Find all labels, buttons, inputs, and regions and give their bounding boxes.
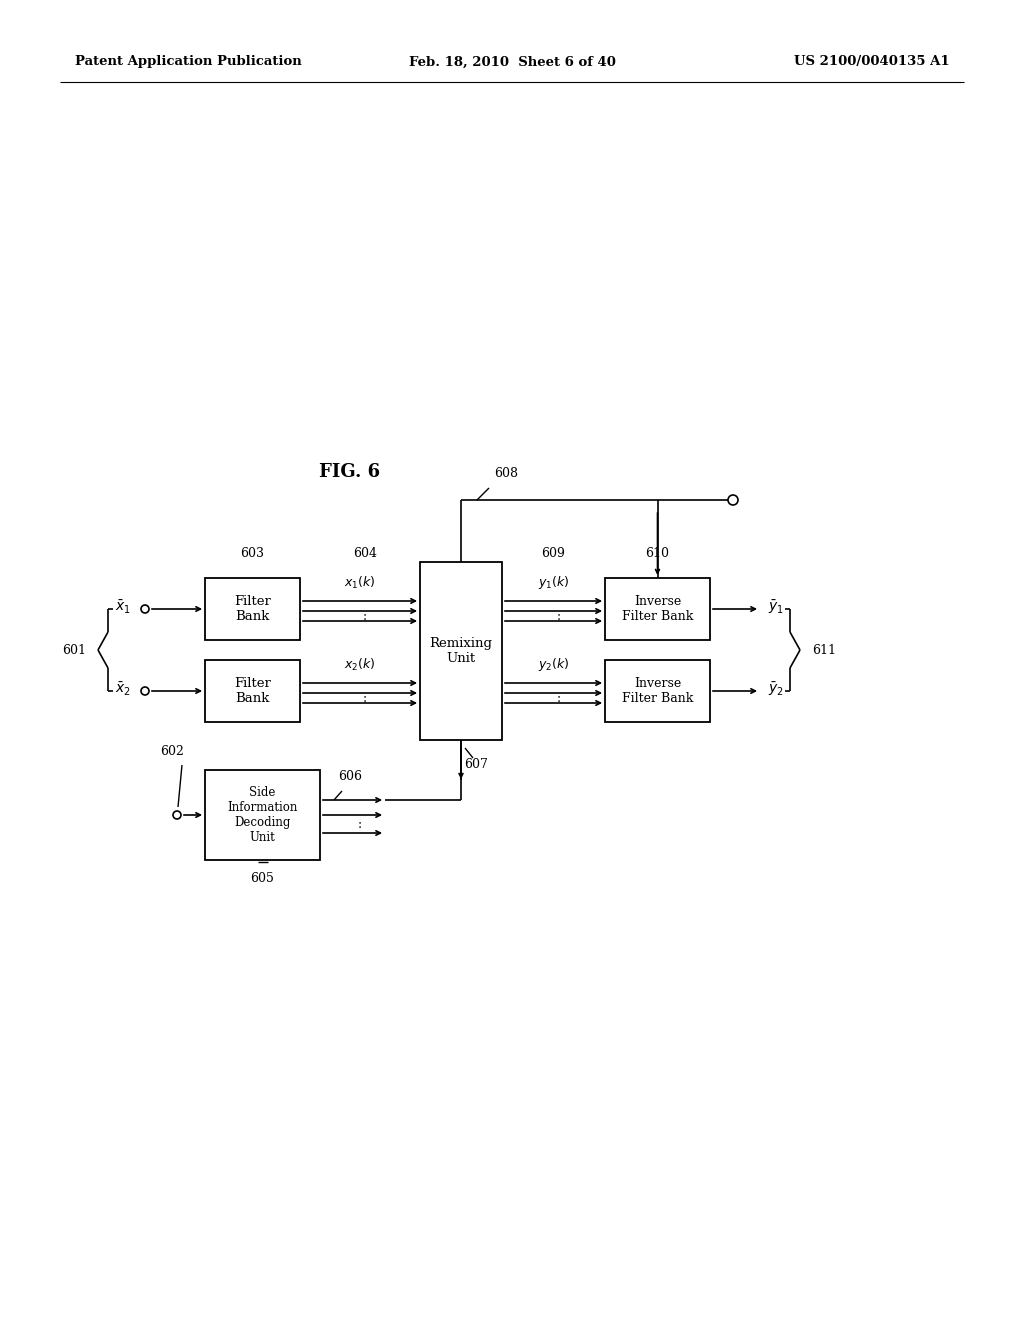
Text: FIG. 6: FIG. 6 [319, 463, 381, 480]
Text: Filter
Bank: Filter Bank [234, 677, 271, 705]
Bar [205, 578, 300, 640]
Text: :: : [556, 610, 560, 623]
Text: 602: 602 [160, 744, 184, 758]
Text: US 2100/0040135 A1: US 2100/0040135 A1 [795, 55, 950, 69]
Bar [420, 562, 502, 741]
Text: Filter
Bank: Filter Bank [234, 595, 271, 623]
Circle shape [141, 686, 150, 696]
Text: 605: 605 [251, 871, 274, 884]
Text: $\bar{y}_2$: $\bar{y}_2$ [768, 680, 784, 698]
Text: $x_2(k)$: $x_2(k)$ [344, 657, 376, 673]
Text: $y_1(k)$: $y_1(k)$ [538, 574, 569, 591]
Text: :: : [362, 692, 367, 705]
Text: :: : [556, 692, 560, 705]
Text: 607: 607 [464, 759, 488, 771]
Text: Remixing
Unit: Remixing Unit [429, 638, 493, 665]
Bar [605, 660, 710, 722]
Text: $x_1(k)$: $x_1(k)$ [344, 576, 376, 591]
Text: 611: 611 [812, 644, 836, 656]
Text: 609: 609 [542, 546, 565, 560]
Text: $\bar{x}_2$: $\bar{x}_2$ [115, 680, 131, 697]
Text: Inverse
Filter Bank: Inverse Filter Bank [622, 595, 693, 623]
Text: 606: 606 [338, 770, 362, 783]
Circle shape [728, 495, 738, 506]
Text: :: : [362, 610, 367, 623]
Text: 608: 608 [494, 467, 518, 480]
Text: Side
Information
Decoding
Unit: Side Information Decoding Unit [227, 785, 298, 843]
Text: $\bar{y}_1$: $\bar{y}_1$ [768, 598, 784, 616]
Text: 601: 601 [62, 644, 86, 656]
Text: $\bar{x}_1$: $\bar{x}_1$ [115, 598, 131, 615]
Text: $y_2(k)$: $y_2(k)$ [538, 656, 569, 673]
Bar [205, 770, 319, 861]
Circle shape [141, 605, 150, 612]
Text: 604: 604 [353, 546, 377, 560]
Text: 603: 603 [241, 546, 264, 560]
Text: Patent Application Publication: Patent Application Publication [75, 55, 302, 69]
Text: :: : [358, 817, 362, 830]
Circle shape [173, 810, 181, 818]
Text: Feb. 18, 2010  Sheet 6 of 40: Feb. 18, 2010 Sheet 6 of 40 [409, 55, 615, 69]
Text: Inverse
Filter Bank: Inverse Filter Bank [622, 677, 693, 705]
Bar [205, 660, 300, 722]
Text: 610: 610 [645, 546, 670, 560]
Bar [605, 578, 710, 640]
